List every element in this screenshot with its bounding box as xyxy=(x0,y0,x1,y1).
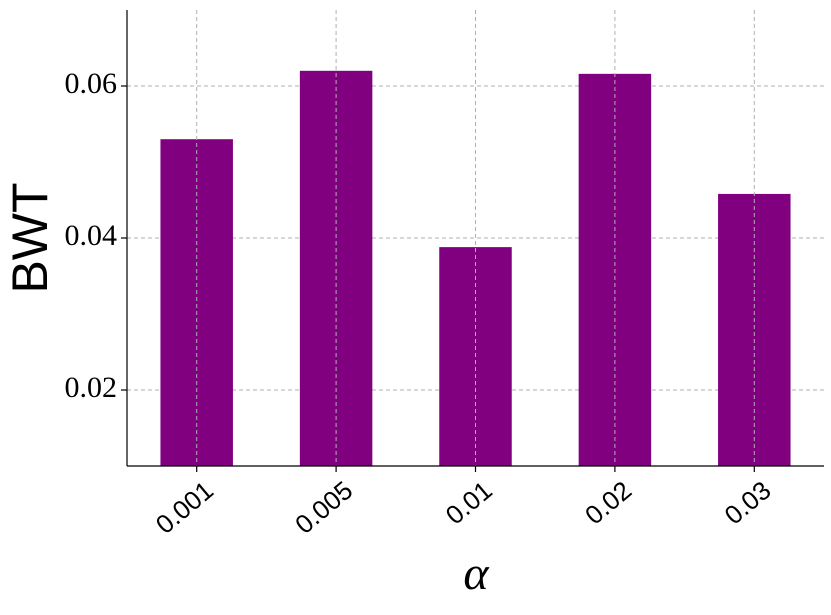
x-tick-label: 0.03 xyxy=(719,475,777,531)
bar xyxy=(718,193,791,467)
x-tick-label: 0.001 xyxy=(150,475,219,540)
x-axis-label: α xyxy=(463,547,489,600)
y-tick-label: 0.04 xyxy=(65,219,118,252)
x-tick-label: 0.005 xyxy=(289,475,358,540)
y-axis-label: BWT xyxy=(2,182,58,293)
x-tick-label: 0.02 xyxy=(579,475,637,531)
y-tick-label: 0.06 xyxy=(65,67,118,100)
y-tick-label: 0.02 xyxy=(65,371,118,404)
x-tick-label: 0.01 xyxy=(440,475,498,531)
